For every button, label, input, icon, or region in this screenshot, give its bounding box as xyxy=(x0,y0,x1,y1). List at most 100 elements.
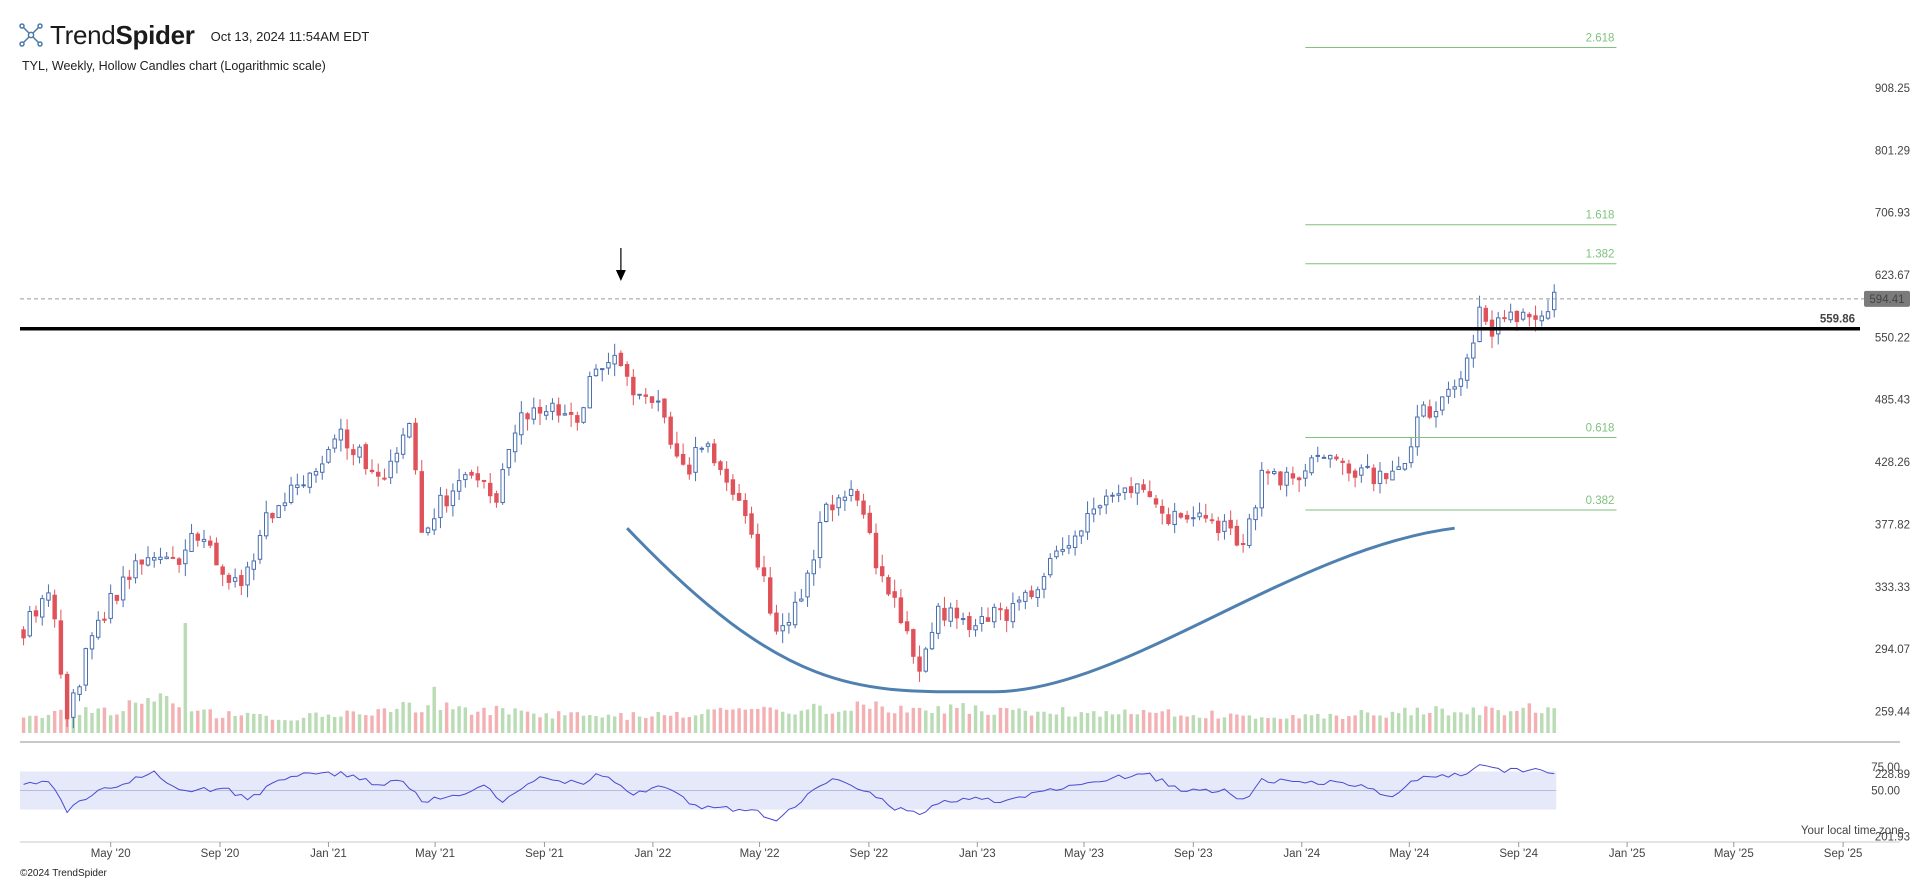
volume-bar xyxy=(264,715,268,733)
volume-bar xyxy=(1085,713,1090,733)
candle-body xyxy=(394,452,400,463)
candle-body xyxy=(668,416,673,445)
candle-body xyxy=(923,648,928,672)
volume-bar xyxy=(1340,718,1345,733)
volume-bar xyxy=(1421,714,1426,733)
candle-body xyxy=(239,575,244,587)
resistance-label: 559.86 xyxy=(1820,314,1855,326)
volume-bar xyxy=(706,709,710,733)
volume-bar xyxy=(1129,714,1133,733)
volume-bar xyxy=(899,705,903,733)
volume-bar xyxy=(513,708,517,733)
volume-bar xyxy=(1378,715,1382,733)
candle-body xyxy=(58,620,64,675)
time-tick-label: Sep '25 xyxy=(1824,848,1863,860)
candle-body xyxy=(892,591,897,598)
candle-body xyxy=(1533,315,1538,320)
candle-body xyxy=(108,593,113,619)
candle-body xyxy=(456,480,462,492)
candle-body xyxy=(811,559,816,575)
volume-bar xyxy=(805,709,810,733)
volume-bar xyxy=(1328,713,1332,733)
volume-bar xyxy=(681,717,685,733)
volume-bar xyxy=(1179,715,1183,733)
volume-bar xyxy=(550,718,555,733)
volume-bar xyxy=(1148,712,1152,733)
candle-body xyxy=(1427,406,1432,418)
candle-body xyxy=(1284,471,1289,486)
volume-bar xyxy=(258,714,262,733)
volume-bar xyxy=(942,713,947,733)
candle-body xyxy=(1452,386,1457,390)
candle-body xyxy=(942,607,947,621)
candle-body xyxy=(1545,311,1551,319)
volume-bar xyxy=(525,711,530,733)
candle-body xyxy=(344,429,350,449)
volume-bar xyxy=(936,706,940,733)
candle-body xyxy=(749,513,754,535)
volume-bar xyxy=(494,705,499,733)
time-tick-label: May '25 xyxy=(1714,848,1754,860)
candle-body xyxy=(979,616,984,624)
volume-bar xyxy=(712,709,716,733)
volume-bar xyxy=(127,700,132,733)
price-tick-label: 550.22 xyxy=(1875,332,1910,344)
candle-body xyxy=(276,505,281,519)
candle-body xyxy=(1321,456,1327,459)
volume-bar xyxy=(1042,711,1046,733)
volume-bar xyxy=(612,716,617,733)
time-tick-label: Sep '20 xyxy=(201,848,240,860)
candle-body xyxy=(1240,543,1246,546)
time-tick-label: Jan '25 xyxy=(1609,848,1646,860)
price-tick-label: 259.44 xyxy=(1875,707,1911,719)
volume-bar xyxy=(1490,707,1494,733)
volume-bar xyxy=(1191,715,1196,733)
volume-bar xyxy=(1384,717,1388,733)
candle-body xyxy=(158,556,163,560)
volume-bar xyxy=(924,710,928,733)
candle-body xyxy=(282,502,288,507)
volume-bar xyxy=(588,715,592,733)
volume-bar xyxy=(836,711,841,733)
candle-body xyxy=(463,474,468,481)
volume-bar xyxy=(980,711,984,733)
candle-body xyxy=(687,464,692,475)
candle-body xyxy=(432,518,437,531)
candle-body xyxy=(531,407,536,420)
price-tick-label: 801.29 xyxy=(1875,145,1910,157)
volume-bar xyxy=(1452,712,1457,733)
candle-body xyxy=(1259,469,1264,509)
candle-body xyxy=(792,601,798,626)
volume-bar xyxy=(1390,711,1395,733)
volume-bar xyxy=(283,720,287,733)
candle-body xyxy=(152,557,157,561)
volume-bar xyxy=(662,715,667,733)
volume-bar xyxy=(1403,707,1407,733)
volume-bar xyxy=(619,713,623,733)
volume-bar xyxy=(1365,712,1370,733)
fib-level-label: 1.618 xyxy=(1586,210,1615,222)
candle-body xyxy=(376,471,381,477)
candle-body xyxy=(836,497,841,509)
volume-bar xyxy=(1409,715,1413,733)
volume-bar xyxy=(812,703,816,733)
candle-body xyxy=(145,557,151,566)
brand-light: Trend xyxy=(50,19,116,50)
volume-bar xyxy=(644,717,648,733)
candle-body xyxy=(382,477,387,480)
volume-bar xyxy=(830,713,835,733)
volume-bar xyxy=(1415,707,1420,733)
volume-bar xyxy=(507,714,511,733)
timezone-note: Your local time zone xyxy=(1801,825,1904,837)
candle-body xyxy=(164,556,169,560)
candle-body xyxy=(1371,467,1376,485)
candle-body xyxy=(500,469,505,504)
volume-bar xyxy=(1222,717,1227,733)
volume-bar xyxy=(1029,715,1034,733)
volume-bar xyxy=(1260,717,1264,733)
last-price-badge xyxy=(1864,290,1910,307)
candle-body xyxy=(1054,550,1059,558)
volume-bar xyxy=(339,716,343,733)
volume-bar xyxy=(314,712,318,733)
